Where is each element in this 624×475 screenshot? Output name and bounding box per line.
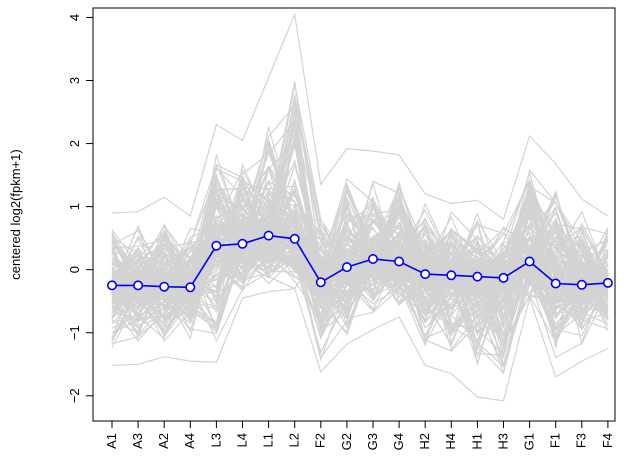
y-axis-label: centered log2(fpkm+1) — [8, 149, 23, 279]
series-point — [420, 269, 431, 280]
series-point — [524, 256, 535, 267]
mean-series — [107, 230, 613, 293]
series-point — [602, 277, 613, 288]
background-profile-line — [111, 12, 609, 221]
background-profile-line — [111, 195, 609, 350]
series-point — [394, 256, 405, 267]
x-tick-label: G2 — [339, 433, 354, 450]
x-tick-label: G1 — [522, 433, 537, 450]
background-profile-line — [111, 158, 609, 288]
x-axis: A1 A3 A2 A4 L3 L4 L1 L2 F2 G2 G3 G4 H2 H4 H1 H3 G1 F1 F3 F4 — [104, 420, 615, 450]
x-tick-label: A4 — [182, 433, 197, 449]
y-tick-label: −2 — [67, 388, 82, 403]
x-tick-label: A2 — [156, 433, 171, 449]
x-tick-label: L4 — [234, 433, 249, 447]
x-tick-label: F4 — [600, 433, 615, 448]
x-tick-label: H3 — [495, 433, 510, 450]
series-point — [237, 238, 248, 249]
x-tick-label: F3 — [574, 433, 589, 448]
x-tick-label: F1 — [548, 433, 563, 448]
x-tick-label: A1 — [104, 433, 119, 449]
y-tick-label: 4 — [67, 14, 82, 21]
y-tick-label: 3 — [67, 77, 82, 84]
x-tick-label: F2 — [313, 433, 328, 448]
series-point — [133, 280, 144, 291]
series-point — [315, 277, 326, 288]
y-tick-label: 1 — [67, 203, 82, 210]
series-point — [446, 270, 457, 281]
background-profile-line — [111, 209, 609, 283]
x-tick-label: L1 — [261, 433, 276, 447]
series-point — [576, 279, 587, 290]
x-tick-label: G3 — [365, 433, 380, 450]
x-tick-label: G4 — [391, 433, 406, 450]
x-tick-label: H2 — [417, 433, 432, 450]
series-point — [107, 280, 118, 291]
x-tick-label: H4 — [443, 433, 458, 450]
series-line — [112, 234, 608, 289]
background-profile-line — [111, 287, 609, 402]
series-point — [159, 281, 170, 292]
series-point — [367, 254, 378, 265]
series-point — [498, 272, 509, 283]
x-tick-label: H1 — [469, 433, 484, 450]
background-profile-line — [111, 154, 609, 304]
series-point — [263, 230, 274, 241]
background-profile-line — [111, 165, 609, 289]
series-point — [211, 240, 222, 251]
x-tick-label: L2 — [287, 433, 302, 447]
background-profiles — [111, 12, 609, 402]
y-tick-label: 0 — [67, 266, 82, 273]
series-point — [185, 282, 196, 293]
background-profile-line — [111, 199, 609, 315]
background-profile-line — [111, 81, 609, 310]
x-tick-label: L3 — [208, 433, 223, 447]
y-axis: −2 −1 0 1 2 3 4 — [67, 14, 94, 403]
y-tick-label: −1 — [67, 325, 82, 340]
y-tick-label: 2 — [67, 140, 82, 147]
series-point — [472, 271, 483, 282]
x-tick-label: A3 — [130, 433, 145, 449]
series-point — [550, 278, 561, 289]
series-point — [341, 262, 352, 273]
series-point — [289, 233, 300, 244]
background-profile-line — [111, 222, 609, 330]
